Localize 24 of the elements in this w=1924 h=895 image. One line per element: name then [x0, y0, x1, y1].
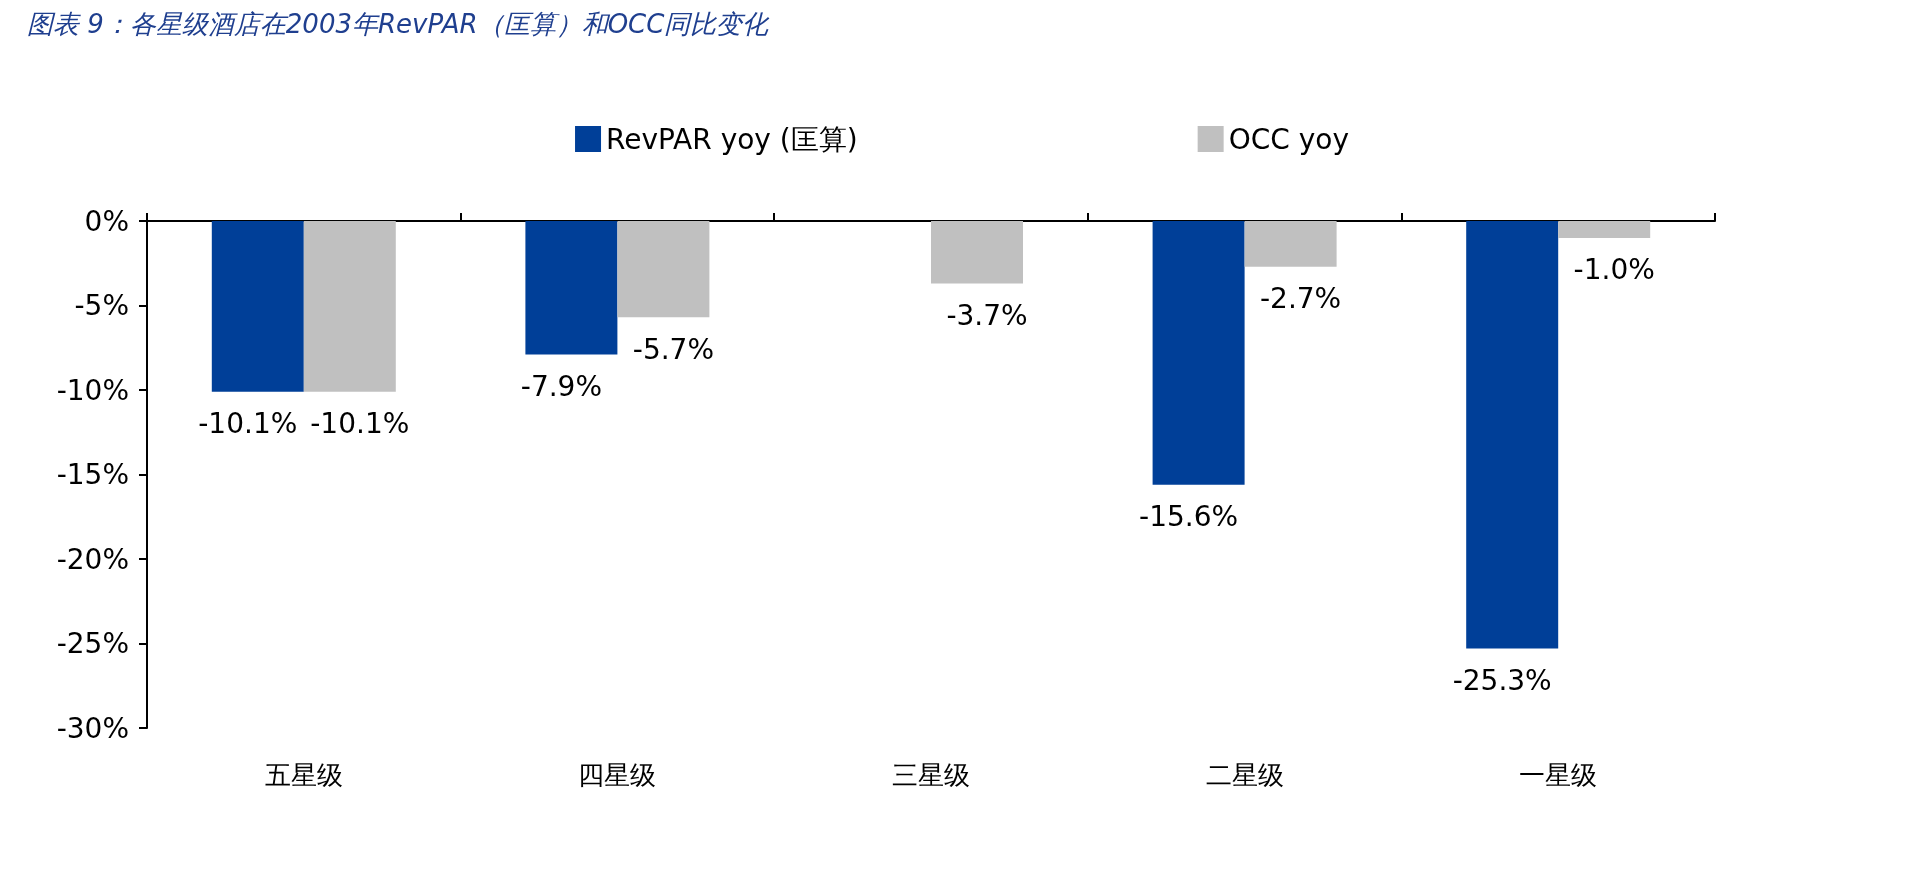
legend-label: OCC yoy — [1228, 122, 1349, 156]
y-tick-label: -25% — [56, 627, 129, 660]
data-label: -2.7% — [1259, 282, 1342, 316]
data-label: -10.1% — [198, 407, 298, 441]
y-tick-label: -5% — [74, 289, 129, 322]
x-tick-label: 四星级 — [578, 760, 657, 790]
data-label: -1.0% — [1573, 253, 1655, 287]
x-tick-label: 一星级 — [1519, 760, 1598, 790]
data-label: -25.3% — [1452, 664, 1552, 698]
data-label: -15.6% — [1139, 500, 1239, 534]
data-label: -7.9% — [520, 370, 603, 404]
chart-title: 图表 9：各星级酒店在2003年RevPAR（匡算）和OCC同比变化 — [27, 9, 771, 39]
x-tick-label: 二星级 — [1205, 760, 1284, 790]
y-tick-label: 0% — [84, 204, 129, 238]
x-tick-label: 五星级 — [264, 760, 343, 790]
legend-label: RevPAR yoy (匡算) — [606, 122, 858, 156]
y-tick-label: -30% — [56, 711, 129, 745]
data-label: -3.7% — [946, 299, 1028, 333]
x-tick-label: 三星级 — [892, 760, 970, 790]
y-tick-label: -10% — [56, 373, 129, 407]
y-tick-label: -15% — [56, 458, 129, 491]
y-tick-label: -20% — [56, 542, 129, 576]
data-label: -5.7% — [632, 332, 715, 366]
data-label: -10.1% — [310, 407, 410, 441]
